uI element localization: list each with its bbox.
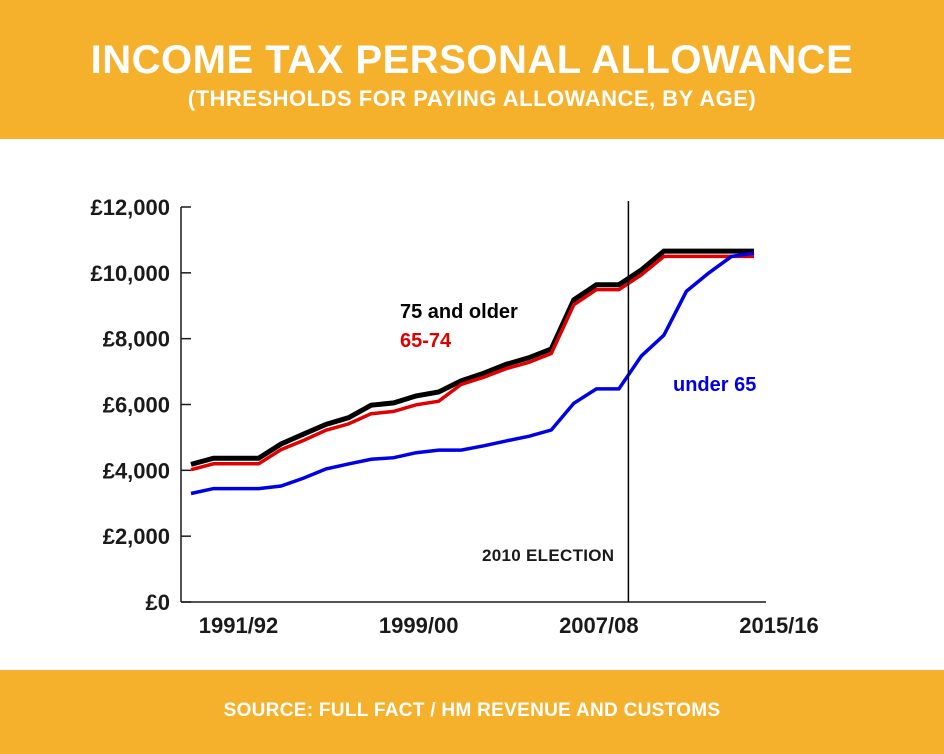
series-line-65-74 [190,254,754,472]
y-tick-label: £8,000 [103,327,170,352]
x-tick-label: 1999/00 [379,613,459,638]
series-line-75-and-older [190,248,754,467]
series-label-under-65: under 65 [673,374,756,396]
chart-plot: £0 £2,000 £4,000 £6,000 £8,000 £10,000 £12,000… [90,195,819,638]
series-line-under-65 [190,251,755,496]
y-tick-label: £12,000 [90,195,170,220]
y-tick-label: £10,000 [90,261,170,286]
series-label-75-and-older: 75 and older [400,301,518,323]
y-tick-label: £2,000 [103,524,170,549]
chart-subtitle: (THRESHOLDS FOR PAYING ALLOWANCE, BY AGE… [187,86,757,111]
y-tick-label: £0 [146,590,170,615]
x-tick-label: 2007/08 [559,613,639,638]
chart-title: INCOME TAX PERSONAL ALLOWANCE [90,38,854,82]
y-tick-label: £4,000 [103,458,170,483]
series-label-65-74: 65-74 [400,330,452,352]
header-banner: INCOME TAX PERSONAL ALLOWANCE (THRESHOLD… [0,0,944,139]
x-tick-label: 2015/16 [739,613,819,638]
y-tick-label: £6,000 [103,393,170,418]
source-note: SOURCE: FULL FACT / HM REVENUE AND CUSTO… [223,700,721,721]
footer-banner [0,670,944,754]
election-label: 2010 ELECTION [482,546,614,565]
x-tick-label: 1991/92 [199,613,279,638]
